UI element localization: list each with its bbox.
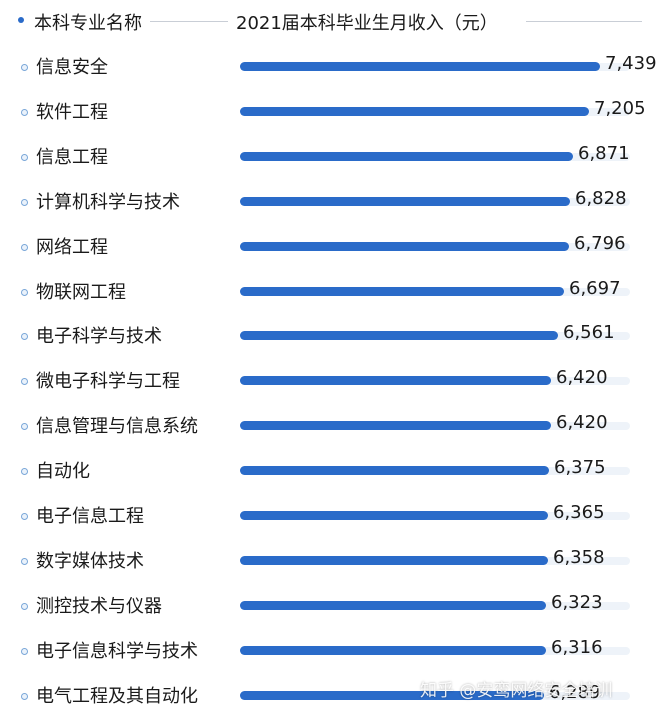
bar — [240, 287, 564, 296]
watermark: 知乎 @安鸾网络安全培训 — [420, 681, 613, 701]
bar-row: 信息安全 7,439 — [0, 47, 656, 87]
value-label: 6,316 — [551, 637, 603, 658]
bar — [240, 601, 546, 610]
category-label: 软件工程 — [36, 102, 108, 123]
bar-row: 信息工程 6,871 — [0, 137, 656, 177]
bar — [240, 152, 573, 161]
bar — [240, 62, 600, 71]
value-label: 6,828 — [575, 188, 627, 209]
chart-header: 本科专业名称 2021届本科毕业生月收入（元） — [0, 0, 656, 40]
value-label: 6,323 — [551, 592, 603, 613]
category-label: 计算机科学与技术 — [36, 192, 180, 213]
row-bullet-icon — [21, 378, 28, 385]
category-label: 微电子科学与工程 — [36, 371, 180, 392]
bar-row: 物联网工程 6,697 — [0, 272, 656, 312]
value-label: 7,439 — [605, 53, 656, 74]
value-label: 6,796 — [574, 233, 626, 254]
bar-row: 电气工程及其自动化 6,289 — [0, 676, 656, 716]
bar — [240, 376, 551, 385]
bar-row: 自动化 6,375 — [0, 451, 656, 491]
value-label: 6,420 — [556, 412, 608, 433]
bar — [240, 646, 546, 655]
value-label: 7,205 — [594, 98, 646, 119]
value-label: 6,697 — [569, 278, 621, 299]
bar-row: 网络工程 6,796 — [0, 227, 656, 267]
row-bullet-icon — [21, 333, 28, 340]
value-label: 6,289 — [549, 682, 601, 703]
header-bullet-icon — [18, 17, 24, 23]
value-label: 6,561 — [563, 322, 615, 343]
row-bullet-icon — [21, 289, 28, 296]
category-label: 测控技术与仪器 — [36, 596, 162, 617]
row-bullet-icon — [21, 244, 28, 251]
row-bullet-icon — [21, 199, 28, 206]
category-column-header: 本科专业名称 — [34, 13, 142, 34]
header-divider-left — [150, 21, 228, 22]
bar — [240, 556, 548, 565]
bar — [240, 331, 558, 340]
bar — [240, 511, 548, 520]
bar — [240, 197, 570, 206]
row-bullet-icon — [21, 154, 28, 161]
category-label: 网络工程 — [36, 237, 108, 258]
bar — [240, 107, 589, 116]
category-label: 数字媒体技术 — [36, 551, 144, 572]
bar — [240, 691, 544, 700]
bar-row: 软件工程 7,205 — [0, 92, 656, 132]
category-label: 信息安全 — [36, 57, 108, 78]
value-label: 6,358 — [553, 547, 605, 568]
row-bullet-icon — [21, 648, 28, 655]
bar — [240, 421, 551, 430]
value-column-header: 2021届本科毕业生月收入（元） — [236, 13, 498, 34]
header-divider-right — [526, 21, 642, 22]
category-label: 自动化 — [36, 461, 90, 482]
bar-row: 电子信息工程 6,365 — [0, 496, 656, 536]
row-bullet-icon — [21, 558, 28, 565]
category-label: 信息管理与信息系统 — [36, 416, 198, 437]
bar-row: 微电子科学与工程 6,420 — [0, 361, 656, 401]
category-label: 电子科学与技术 — [36, 326, 162, 347]
bar-row: 计算机科学与技术 6,828 — [0, 182, 656, 222]
value-label: 6,871 — [578, 143, 630, 164]
row-bullet-icon — [21, 109, 28, 116]
value-label: 6,375 — [554, 457, 606, 478]
bar-row: 数字媒体技术 6,358 — [0, 541, 656, 581]
bar — [240, 242, 569, 251]
bar-row: 信息管理与信息系统 6,420 — [0, 406, 656, 446]
bar — [240, 466, 549, 475]
category-label: 物联网工程 — [36, 282, 126, 303]
category-label: 电子信息科学与技术 — [36, 641, 198, 662]
category-label: 电子信息工程 — [36, 506, 144, 527]
row-bullet-icon — [21, 423, 28, 430]
row-bullet-icon — [21, 603, 28, 610]
value-label: 6,365 — [553, 502, 605, 523]
row-bullet-icon — [21, 64, 28, 71]
category-label: 信息工程 — [36, 147, 108, 168]
row-bullet-icon — [21, 693, 28, 700]
category-label: 电气工程及其自动化 — [36, 686, 198, 707]
row-bullet-icon — [21, 468, 28, 475]
bar-row: 测控技术与仪器 6,323 — [0, 586, 656, 626]
row-bullet-icon — [21, 513, 28, 520]
value-label: 6,420 — [556, 367, 608, 388]
bar-row: 电子科学与技术 6,561 — [0, 316, 656, 356]
bar-row: 电子信息科学与技术 6,316 — [0, 631, 656, 671]
